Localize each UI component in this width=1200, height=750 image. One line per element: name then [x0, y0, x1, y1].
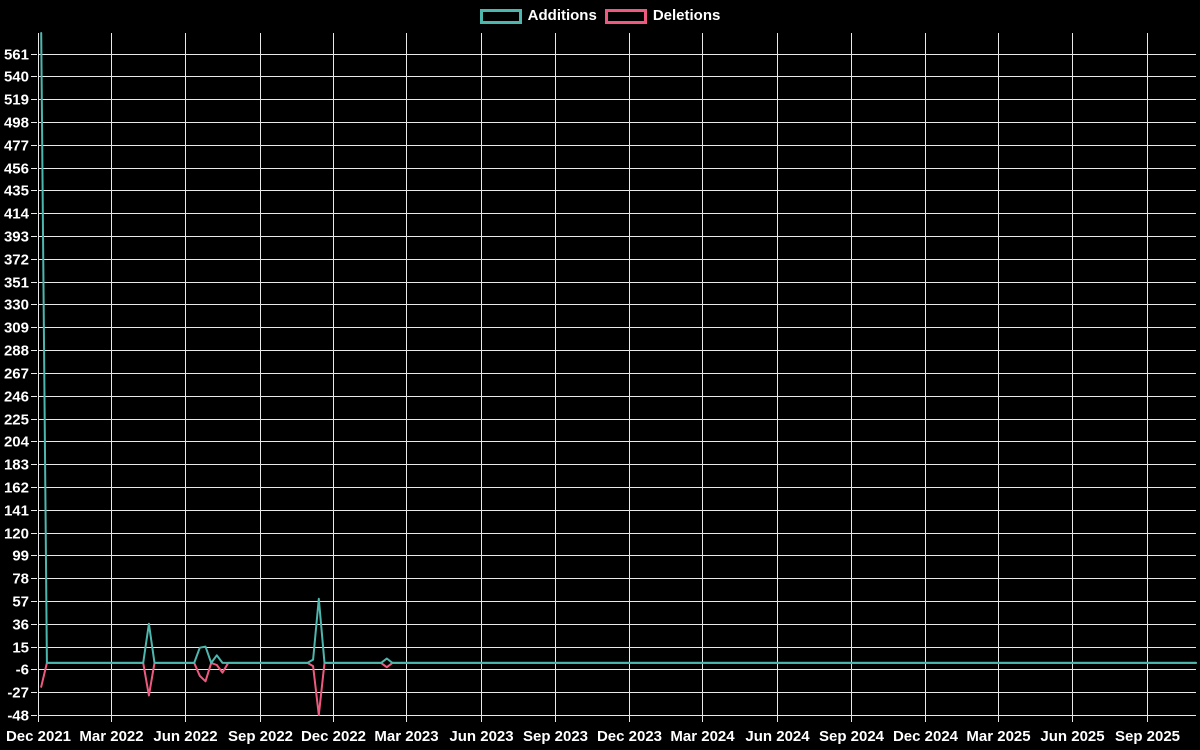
y-tick-label: 540	[4, 69, 29, 86]
y-tick-label: 519	[4, 92, 29, 109]
y-tick-label: 393	[4, 229, 29, 246]
y-tick-label: 288	[4, 343, 29, 360]
legend-item-deletions[interactable]: Deletions	[604, 7, 721, 25]
x-tick-label: Sep 2023	[523, 728, 588, 745]
y-tick-label: 456	[4, 161, 29, 178]
additions-line	[40, 32, 1197, 664]
y-tick-label: 120	[4, 526, 29, 543]
legend-label-deletions: Deletions	[652, 7, 721, 24]
y-tick-label: 246	[4, 389, 29, 406]
y-grid: 561 540 519 498 477 456 435 414 393 372 351 330 309 2…	[4, 47, 1196, 725]
y-tick-label: 435	[4, 183, 29, 200]
legend-item-additions[interactable]: Additions	[479, 7, 597, 25]
additions-swatch-icon	[479, 8, 522, 24]
x-tick-label: Mar 2024	[670, 728, 735, 745]
y-tick-label: 141	[4, 503, 29, 520]
y-tick-label: 309	[4, 320, 29, 337]
y-tick-label: 204	[4, 434, 30, 451]
legend-label-additions: Additions	[527, 7, 597, 24]
x-tick-label: Dec 2023	[597, 728, 662, 745]
x-tick-label: Jun 2025	[1040, 728, 1104, 745]
x-tick-label: Jun 2024	[745, 728, 810, 745]
y-tick-label: 414	[4, 206, 30, 223]
x-tick-label: Sep 2022	[228, 728, 293, 745]
y-tick-label: 36	[12, 617, 29, 634]
x-tick-label: Sep 2025	[1115, 728, 1180, 745]
y-tick-label: 477	[4, 138, 29, 155]
y-tick-label: -6	[16, 662, 29, 679]
y-tick-label: 57	[12, 594, 29, 611]
x-tick-label: Jun 2023	[449, 728, 513, 745]
y-tick-label: 498	[4, 115, 29, 132]
x-tick-label: Sep 2024	[819, 728, 885, 745]
y-tick-label: 561	[4, 47, 29, 64]
y-tick-label: 267	[4, 366, 29, 383]
x-tick-label: Mar 2023	[374, 728, 438, 745]
y-tick-label: -48	[7, 708, 29, 725]
x-grid: Dec 2021 Mar 2022 Jun 2022 Sep 2022 Dec 2022…	[6, 33, 1180, 745]
y-tick-label: 183	[4, 457, 29, 474]
x-tick-label: Mar 2022	[79, 728, 143, 745]
x-tick-label: Mar 2025	[966, 728, 1030, 745]
chart-legend: Additions Deletions	[0, 7, 1200, 25]
deletions-line	[40, 661, 1197, 716]
y-tick-label: -27	[7, 685, 29, 702]
x-tick-label: Jun 2022	[153, 728, 217, 745]
x-tick-label: Dec 2021	[6, 728, 71, 745]
y-tick-label: 15	[12, 640, 29, 657]
y-tick-label: 225	[4, 412, 29, 429]
y-tick-label: 99	[12, 548, 29, 565]
x-tick-label: Dec 2024	[893, 728, 959, 745]
y-tick-label: 162	[4, 480, 29, 497]
y-tick-label: 351	[4, 275, 29, 292]
y-tick-label: 330	[4, 297, 29, 314]
deletions-swatch-icon	[604, 8, 647, 24]
y-tick-label: 78	[12, 571, 29, 588]
y-tick-label: 372	[4, 252, 29, 269]
x-tick-label: Dec 2022	[301, 728, 366, 745]
